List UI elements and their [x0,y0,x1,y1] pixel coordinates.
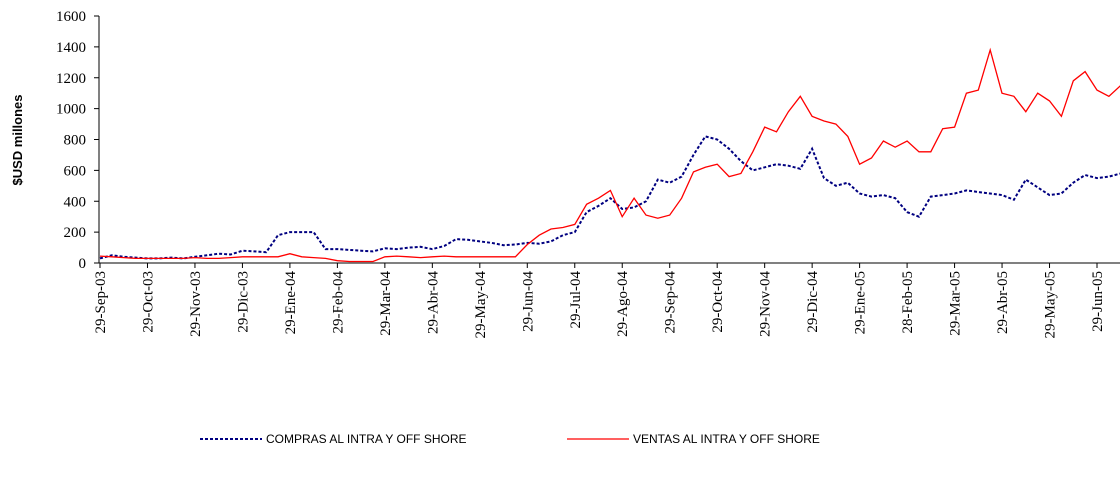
x-tick-label: 29-Ene-05 [853,271,869,334]
x-tick-label: 28-Feb-05 [900,271,916,334]
legend-label: VENTAS AL INTRA Y OFF SHORE [633,432,820,446]
x-tick-label: 29-Abr-04 [425,271,441,335]
y-tick-label: 1000 [56,102,86,118]
x-tick-label: 29-Mar-05 [948,271,964,336]
x-tick-label: 29-Sep-04 [663,271,679,334]
x-tick-label: 29-Sep-03 [93,271,109,334]
x-tick-label: 29-Abr-05 [995,271,1011,334]
y-tick-label: 800 [64,133,87,149]
x-tick-label: 29-Jun-05 [1090,271,1106,332]
x-tick-label: 29-Nov-03 [188,271,204,337]
x-tick-label: 29-Ene-04 [283,271,299,335]
legend-label: COMPRAS AL INTRA Y OFF SHORE [266,432,467,446]
x-tick-label: 29-Mar-04 [378,271,394,336]
y-tick-label: 0 [79,256,87,272]
x-tick-label: 29-Jun-04 [520,271,536,332]
x-tick-label: 29-May-05 [1043,271,1059,339]
x-tick-label: 29-Dic-03 [235,271,251,333]
series-line [99,135,1120,260]
x-tick-label: 29-Ago-04 [615,271,631,337]
y-axis-label: $USD millones [10,94,25,185]
x-tick-label: 29-Oct-03 [140,271,156,333]
x-tick-label: 29-May-04 [473,271,489,339]
x-tick-label: 29-Feb-04 [330,271,346,334]
y-tick-label: 1600 [56,9,86,25]
y-tick-label: 200 [64,225,87,241]
series-line [99,47,1120,263]
y-tick-label: 600 [64,163,87,179]
x-tick-label: 29-Oct-04 [710,271,726,333]
y-tick-label: 1200 [56,71,86,87]
y-tick-label: 1400 [56,40,86,56]
x-tick-label: 29-Dic-04 [805,271,821,333]
y-tick-label: 400 [64,194,87,210]
x-tick-label: 29-Jul-04 [568,271,584,329]
x-tick-label: 29-Nov-04 [758,271,774,337]
